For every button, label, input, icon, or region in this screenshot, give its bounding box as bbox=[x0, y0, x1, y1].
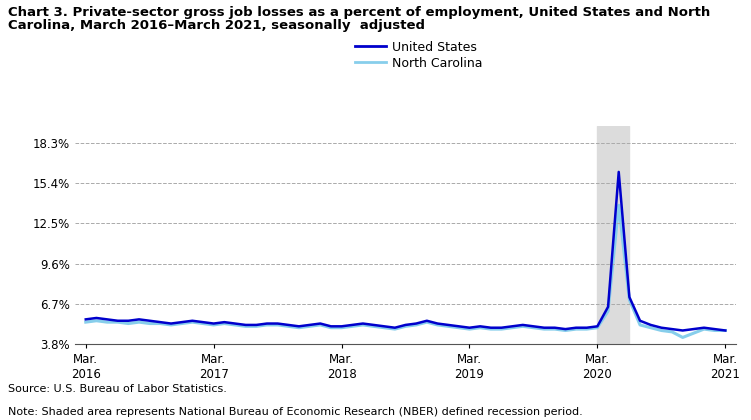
Text: Chart 3. Private-sector gross job losses as a percent of employment, United Stat: Chart 3. Private-sector gross job losses… bbox=[8, 6, 710, 19]
Legend: United States, North Carolina: United States, North Carolina bbox=[354, 40, 483, 70]
Text: Source: U.S. Bureau of Labor Statistics.: Source: U.S. Bureau of Labor Statistics. bbox=[8, 384, 226, 394]
Bar bbox=[597, 126, 629, 344]
Text: Note: Shaded area represents National Bureau of Economic Research (NBER) defined: Note: Shaded area represents National Bu… bbox=[8, 407, 582, 417]
Text: Carolina, March 2016–March 2021, seasonally  adjusted: Carolina, March 2016–March 2021, seasona… bbox=[8, 19, 424, 32]
